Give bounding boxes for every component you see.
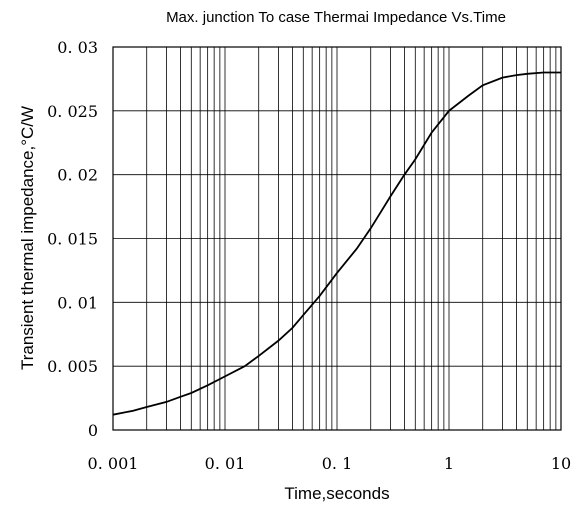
- y-axis-label: Transient thermal impedance,°C/W: [18, 106, 37, 370]
- x-tick-labels: 0. 001 0. 01 0. 1 1 10: [88, 454, 572, 473]
- y-tick-label: 0. 03: [57, 38, 98, 57]
- y-tick-label: 0. 005: [47, 357, 98, 376]
- x-tick-label: 10: [551, 454, 571, 473]
- y-tick-label: 0. 015: [47, 230, 98, 249]
- chart-title: Max. junction To case Thermai Impedance …: [166, 9, 506, 26]
- y-tick-label: 0: [88, 421, 98, 440]
- x-axis-label: Time,seconds: [284, 484, 389, 503]
- x-tick-label: 0. 01: [205, 454, 246, 473]
- x-tick-label: 1: [444, 454, 454, 473]
- y-tick-label: 0. 02: [57, 166, 98, 185]
- grid: [113, 47, 561, 430]
- y-tick-labels: 0 0. 005 0. 01 0. 015 0. 02 0. 025 0. 03: [47, 38, 98, 440]
- plot-area-frame: [112, 46, 562, 431]
- y-tick-label: 0. 025: [47, 102, 98, 121]
- series-line: [112, 71, 561, 416]
- x-tick-label: 0. 1: [322, 454, 353, 473]
- y-tick-label: 0. 01: [57, 293, 98, 312]
- x-tick-label: 0. 001: [88, 454, 139, 473]
